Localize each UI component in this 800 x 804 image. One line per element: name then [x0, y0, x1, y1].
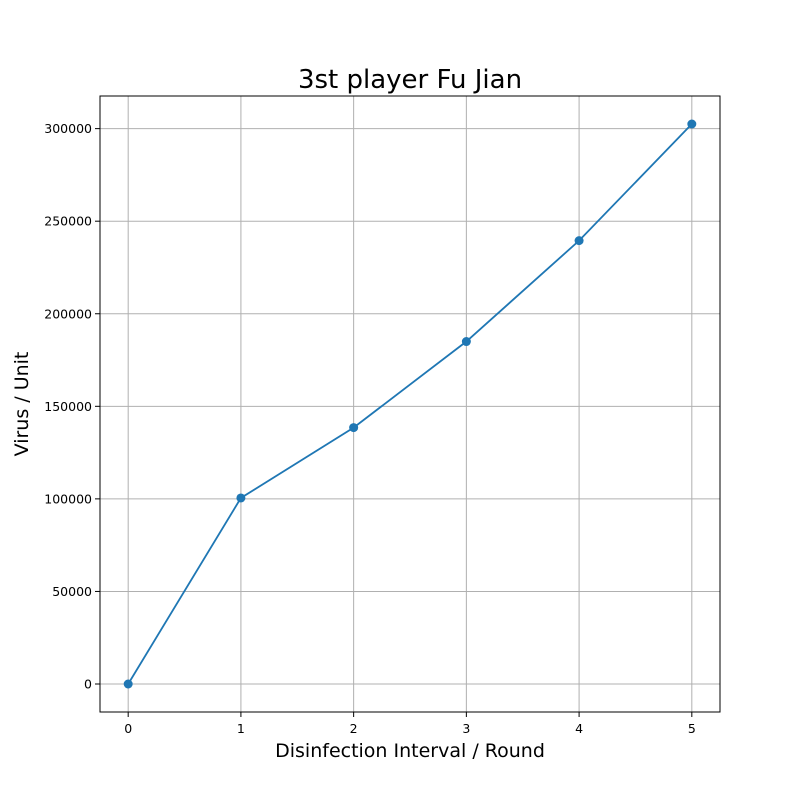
data-point: [687, 119, 697, 129]
data-point: [236, 493, 246, 503]
plot-frame: [99, 95, 721, 713]
grid-layer: [100, 96, 720, 712]
x-tick-label: 0: [124, 721, 132, 736]
series-line: [127, 123, 693, 685]
series-layer: [123, 119, 697, 689]
x-tick-label: 4: [575, 721, 583, 736]
y-tick-label: 300000: [44, 121, 92, 136]
x-tick-label: 2: [350, 721, 358, 736]
x-tick-label: 1: [237, 721, 245, 736]
y-axis-title: Virus / Unit: [11, 352, 33, 457]
x-tick-label: 3: [462, 721, 470, 736]
y-tick-label: 250000: [44, 214, 92, 229]
data-point: [349, 423, 359, 433]
data-point: [574, 236, 584, 246]
tick-layer: 0 1 2 3 4 5 0 50000 100000 150000 200000 250000 3000…: [44, 121, 696, 736]
y-tick-label: 200000: [44, 306, 92, 321]
y-tick-label: 150000: [44, 399, 92, 414]
x-tick-label: 5: [688, 721, 696, 736]
y-tick-label: 100000: [44, 491, 92, 506]
data-point: [123, 679, 133, 689]
data-point: [461, 337, 471, 347]
y-tick-label: 50000: [52, 584, 92, 599]
y-tick-label: 0: [84, 677, 92, 692]
x-axis-title: Disinfection Interval / Round: [275, 740, 545, 762]
chart-title: 3st player Fu Jian: [298, 65, 522, 95]
